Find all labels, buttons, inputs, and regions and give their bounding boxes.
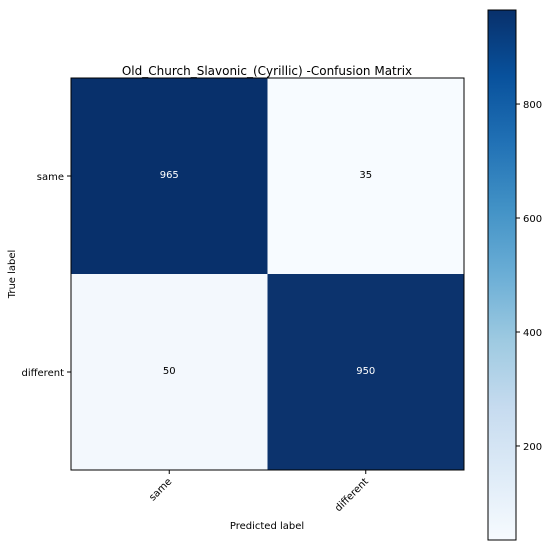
colorbar: [487, 9, 517, 541]
x-tick-label: different: [333, 476, 371, 514]
chart-title: Old_Church_Slavonic_(Cyrillic) -Confusio…: [122, 64, 412, 78]
heatmap-cell: [71, 274, 268, 470]
cell-value-label: 965: [160, 170, 179, 181]
y-tick-label: same: [37, 172, 64, 183]
colorbar-tick-label: 600: [523, 214, 542, 225]
cell-value-label: 35: [359, 170, 372, 181]
heatmap-cell: [267, 274, 464, 470]
plot-frame: [70, 77, 465, 471]
x-tick-label: same: [147, 476, 174, 503]
colorbar-tick-label: 800: [523, 100, 542, 111]
x-axis-label: Predicted label: [230, 521, 304, 532]
cell-value-label: 950: [356, 366, 375, 377]
heatmap-cell: [267, 78, 464, 274]
colorbar-tick-label: 400: [523, 328, 542, 339]
heatmap-cells: 965 35 50 950: [71, 78, 464, 470]
heatmap-cell: [71, 78, 268, 274]
y-axis-label: True label: [7, 250, 18, 300]
y-tick-label: different: [22, 368, 65, 379]
colorbar-ticks: 200 400 600 800: [516, 100, 542, 453]
colorbar-tick-label: 200: [523, 442, 542, 453]
cell-value-label: 50: [163, 366, 176, 377]
